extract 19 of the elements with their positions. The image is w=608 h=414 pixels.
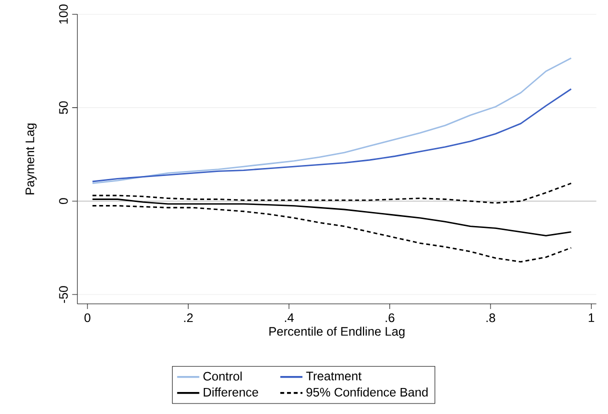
x-tick-label: .8	[486, 313, 496, 322]
line-series	[92, 205, 572, 263]
x-axis-title: Percentile of Endline Lag	[269, 326, 404, 338]
y-axis-title: Payment Lag	[26, 124, 37, 194]
y-tick-label: 50	[59, 101, 68, 114]
line-series	[92, 57, 572, 184]
legend-label: Control	[203, 372, 242, 381]
y-tick-label: -50	[59, 286, 68, 303]
legend-label: Difference	[204, 388, 258, 397]
y-tick-label: 0	[59, 198, 68, 204]
x-tick-label: 1	[588, 313, 594, 322]
x-tick-label: .6	[386, 313, 394, 322]
y-tick-label: 100	[59, 4, 68, 24]
line-series	[92, 88, 572, 182]
legend-label: Treatment	[306, 372, 362, 380]
x-tick-label: 0	[84, 313, 90, 322]
x-tick-label: .4	[284, 313, 294, 322]
legend-label: 95% Confidence Band	[306, 388, 428, 397]
x-tick-label: .2	[184, 313, 193, 322]
